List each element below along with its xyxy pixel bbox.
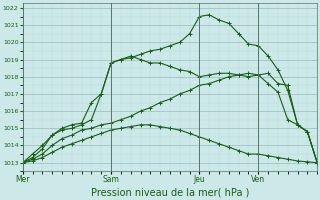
- X-axis label: Pression niveau de la mer( hPa ): Pression niveau de la mer( hPa ): [91, 187, 249, 197]
